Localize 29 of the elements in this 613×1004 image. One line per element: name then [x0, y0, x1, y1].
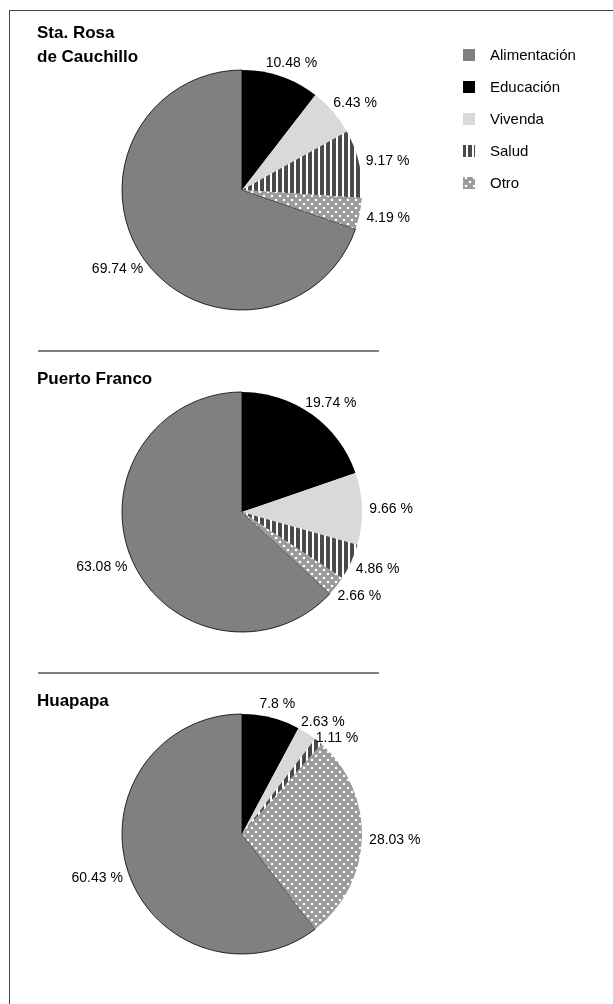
legend-label: Vivenda [490, 110, 545, 127]
data-label: 1.11 % [315, 728, 359, 745]
legend-label: Salud [490, 142, 529, 159]
data-label: 2.66 % [337, 587, 382, 604]
legend-label: Alimentación [490, 46, 576, 63]
chart-title: Sta. Rosa de Cauchillo [37, 23, 139, 66]
legend-label: Educación [490, 78, 561, 95]
data-label: 7.8 % [259, 695, 296, 712]
pie-slice [242, 744, 362, 930]
pie-slice [242, 190, 362, 229]
legend-label: Otro [490, 174, 520, 191]
pie-slice [242, 473, 362, 545]
chart-title: Huapapa [37, 691, 110, 710]
data-label: 19.74 % [305, 394, 357, 411]
pie-slice [242, 728, 316, 834]
data-label: 2.63 % [301, 712, 345, 729]
data-label: 9.17 % [365, 152, 410, 169]
pie-slice [242, 512, 358, 578]
data-label: 10.48 % [265, 54, 318, 71]
data-label: 9.66 % [369, 500, 413, 517]
data-label: 6.43 % [333, 93, 377, 110]
data-label: 4.86 % [355, 560, 400, 577]
data-label: 63.08 % [76, 557, 128, 574]
data-label: 4.19 % [366, 208, 411, 225]
data-label: 28.03 % [369, 830, 421, 847]
chart-title: Puerto Franco [37, 369, 153, 388]
pie-slice [242, 131, 362, 199]
data-label: 69.74 % [91, 260, 144, 277]
data-label: 60.43 % [71, 869, 123, 886]
